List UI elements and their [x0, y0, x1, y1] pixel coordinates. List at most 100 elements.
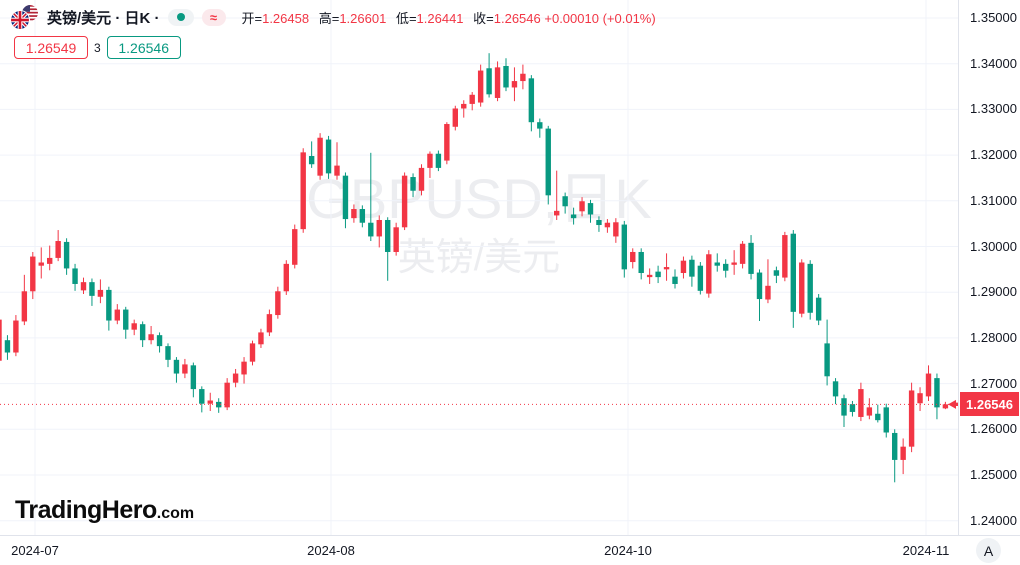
candle-body [613, 222, 619, 237]
candle-body [123, 309, 129, 330]
candle-body [672, 276, 678, 284]
tradinghero-logo: TradingHero .com [15, 496, 194, 525]
candle-body [165, 346, 171, 360]
candle-body [216, 401, 222, 408]
candle-body [934, 378, 940, 408]
candle-body [739, 243, 746, 264]
price-axis[interactable]: 1.26546 1.35000 1.34000 1.33000 1.32000 1.31… [958, 0, 1020, 535]
candle-body [596, 219, 602, 226]
candle-body [241, 361, 247, 375]
candle-body [47, 257, 53, 264]
candle-body [325, 139, 332, 174]
candle-body [942, 404, 949, 409]
candle-body [486, 68, 492, 95]
market-status-dot-icon [176, 13, 185, 21]
price-tick-label: 1.33000 [970, 101, 1017, 117]
price-tick-label: 1.31000 [970, 192, 1017, 208]
candle-body [131, 323, 137, 330]
candle-body [697, 265, 704, 291]
candle-body [317, 137, 323, 176]
candle-body [562, 196, 568, 207]
candle-body [765, 285, 771, 300]
candle-body [89, 282, 95, 296]
candle-body [511, 81, 518, 88]
candle-body [494, 67, 501, 98]
candle-body [114, 309, 120, 321]
low-value: 1.26441 [416, 10, 464, 26]
candle-body [587, 203, 594, 215]
candle-body [570, 214, 577, 219]
time-tick-label: 2024-08 [307, 543, 355, 558]
sell-bid-button[interactable]: 1.26549 [14, 36, 88, 59]
buy-ask-button[interactable]: 1.26546 [106, 36, 181, 59]
time-tick-label: 2024-10 [604, 543, 652, 558]
candle-body [579, 201, 585, 212]
candle-body [232, 373, 239, 383]
price-tick-label: 1.29000 [970, 284, 1017, 300]
candle-body [224, 382, 230, 408]
candle-body [334, 165, 340, 176]
low-label: 低= [395, 10, 417, 26]
candle-body [401, 175, 408, 228]
candle-body [748, 242, 754, 274]
candle-body [368, 222, 374, 237]
candle-body [680, 260, 687, 274]
candle-body [731, 262, 737, 265]
candle-body [55, 241, 61, 258]
candle-body [545, 128, 551, 196]
candle-body [630, 251, 636, 263]
candle-body [714, 262, 720, 266]
candle-body [689, 259, 695, 277]
candle-body [0, 319, 2, 361]
candle-body [38, 262, 44, 266]
candle-body [21, 291, 28, 322]
price-tick-label: 1.35000 [970, 10, 1017, 25]
candle-body [900, 446, 906, 460]
candle-body [207, 400, 213, 404]
candle-body [520, 73, 526, 82]
candle-body [385, 219, 391, 252]
candle-body [292, 229, 298, 265]
candle-body [537, 122, 543, 129]
candle-body [444, 124, 450, 161]
price-tick-label: 1.26000 [970, 421, 1017, 437]
candle-body [706, 254, 712, 294]
candle-body [139, 324, 146, 341]
candle-body [80, 282, 87, 291]
candle-body [249, 343, 256, 362]
candle-body [849, 404, 856, 412]
candle-body [266, 314, 273, 333]
candle-body [393, 227, 399, 252]
time-axis[interactable]: 2024-07 2024-08 2024-10 2024-11 [0, 535, 1020, 565]
us-flag-icon [22, 4, 38, 21]
high-label: 高= [318, 10, 340, 26]
last-price-badge: 1.26546 [960, 392, 1019, 417]
symbol-title[interactable]: 英镑/美元 · 日K · [47, 9, 160, 27]
last-price-arrow-icon [948, 399, 962, 409]
candle-body [156, 335, 163, 347]
candle-body [4, 340, 11, 353]
price-tick-label: 1.27000 [970, 375, 1017, 391]
candle-body [410, 177, 416, 191]
price-tick-label: 1.25000 [970, 467, 1017, 482]
candle-body [554, 210, 560, 216]
chart-header: 英镑/美元 · 日K · ≈ 开=1.26458 高=1.26601 低=1.2… [10, 4, 656, 30]
candle-body [866, 407, 873, 416]
candle-body [435, 153, 442, 168]
candle-body [908, 390, 915, 447]
candle-body [190, 365, 197, 390]
candle-body [883, 407, 889, 433]
candle-body [199, 389, 205, 404]
candle-body [503, 65, 509, 88]
candle-body [308, 156, 315, 165]
high-value: 1.26601 [339, 10, 387, 26]
price-tick-label: 1.28000 [970, 329, 1017, 345]
logo-brand-text: TradingHero [15, 496, 157, 524]
candle-body [604, 222, 611, 228]
candle-body [528, 78, 535, 123]
price-tick-label: 1.32000 [970, 147, 1017, 163]
candle-body [917, 393, 923, 404]
close-value: 1.26546 [493, 10, 541, 26]
auto-scale-button[interactable]: A [976, 538, 1001, 563]
